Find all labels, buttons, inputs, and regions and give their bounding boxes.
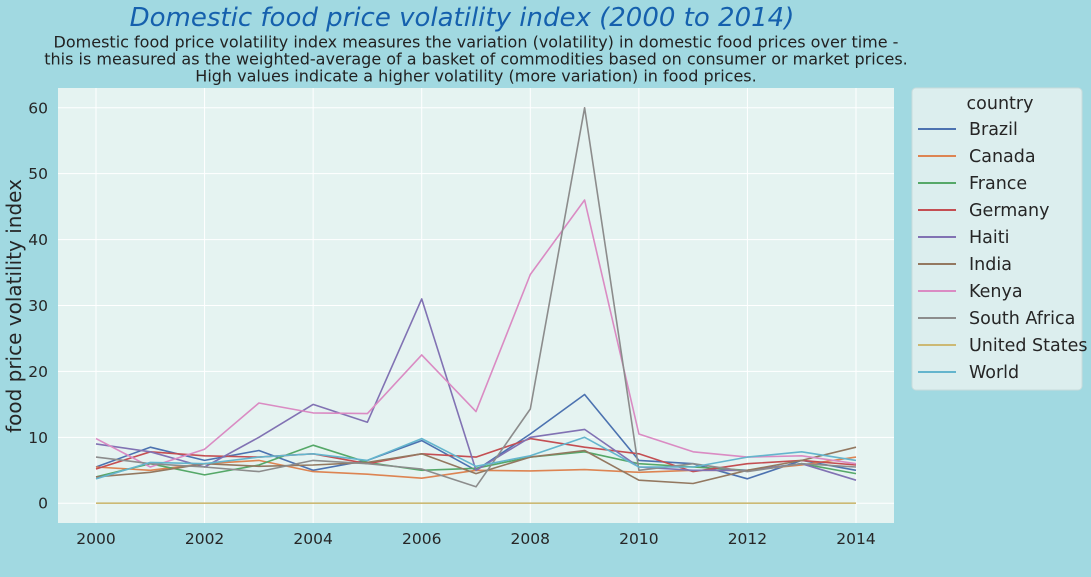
legend-label-haiti: Haiti xyxy=(969,228,1009,248)
legend-label-germany: Germany xyxy=(969,201,1049,221)
x-tick-label: 2014 xyxy=(836,530,875,548)
y-tick-label: 50 xyxy=(28,165,48,183)
y-tick-label: 0 xyxy=(38,495,48,513)
chart-subtitle-line-1: Domestic food price volatility index mea… xyxy=(54,33,899,52)
axis-ticks: 2000 2002 2004 2006 2008 2010 2012 2014 0 10 20 30 4… xyxy=(28,99,875,548)
x-tick-label: 2012 xyxy=(728,530,767,548)
grid xyxy=(58,88,894,523)
legend-label-south-africa: South Africa xyxy=(969,309,1075,329)
series-lines xyxy=(95,107,857,505)
series-line-south-africa xyxy=(95,107,857,488)
series-line-india xyxy=(95,446,857,485)
legend-label-kenya: Kenya xyxy=(969,282,1023,302)
legend-label-india: India xyxy=(969,255,1012,275)
y-tick-label: 40 xyxy=(28,231,48,249)
legend-box xyxy=(911,87,1083,391)
chart-title: Domestic food price volatility index (20… xyxy=(130,3,795,33)
x-tick-label: 2010 xyxy=(619,530,658,548)
y-tick-label: 60 xyxy=(28,99,48,117)
x-tick-label: 2002 xyxy=(185,530,224,548)
legend: country Brazil Canada France Germany Haiti In… xyxy=(911,87,1088,391)
legend-label-brazil: Brazil xyxy=(969,120,1018,140)
y-tick-label: 10 xyxy=(28,429,48,447)
x-tick-label: 2006 xyxy=(402,530,441,548)
legend-label-france: France xyxy=(969,174,1027,194)
x-tick-label: 2004 xyxy=(293,530,332,548)
chart-subtitle-line-3: High values indicate a higher volatility… xyxy=(195,67,756,86)
y-axis-label: food price volatility index xyxy=(2,179,26,433)
legend-label-canada: Canada xyxy=(969,147,1036,167)
x-tick-label: 2008 xyxy=(511,530,550,548)
x-tick-label: 2000 xyxy=(76,530,115,548)
series-line-kenya xyxy=(95,199,857,468)
series-line-haiti xyxy=(95,298,857,481)
legend-title: country xyxy=(967,94,1034,114)
y-tick-label: 30 xyxy=(28,297,48,315)
series-line-world xyxy=(95,436,857,480)
legend-label-united-states: United States xyxy=(969,336,1088,356)
chart-subtitle-line-2: this is measured as the weighted-average… xyxy=(44,50,908,69)
legend-label-world: World xyxy=(969,363,1019,383)
y-tick-label: 20 xyxy=(28,363,48,381)
